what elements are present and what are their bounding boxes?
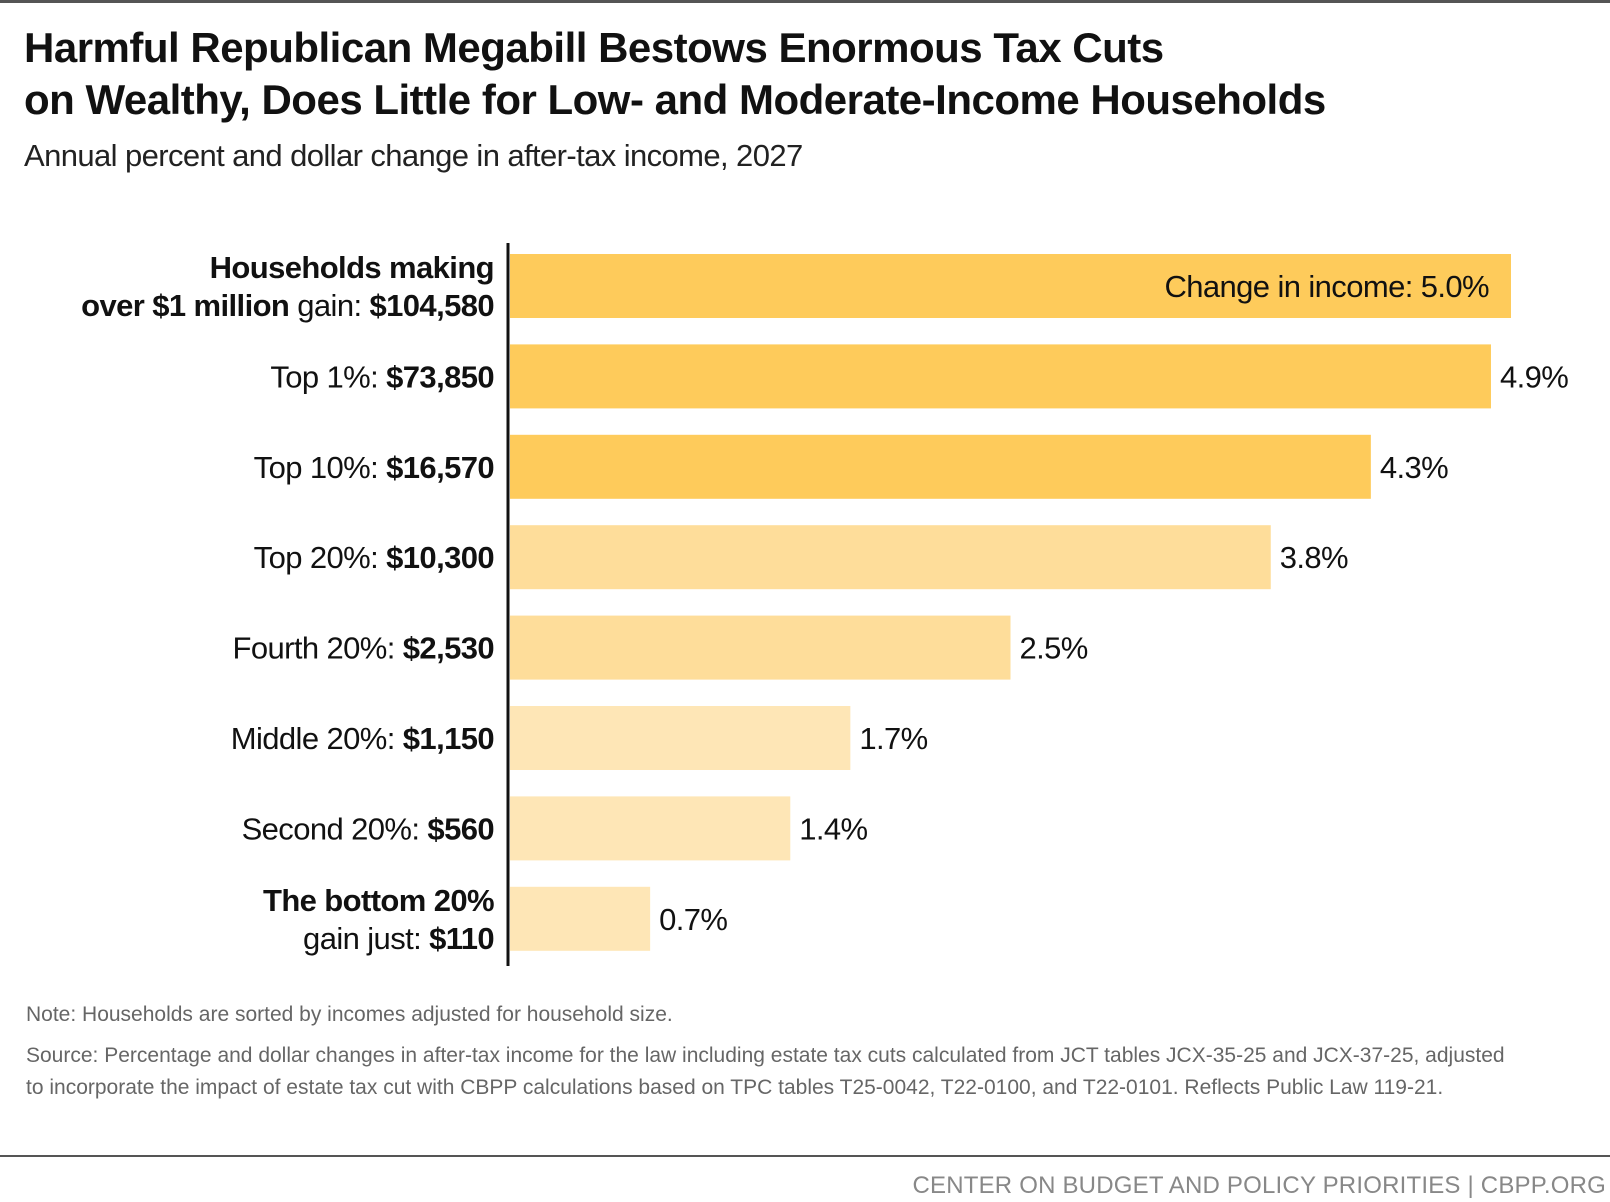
category-label-5: Middle 20%: $1,150 [231, 721, 494, 756]
label-text: Middle 20%: [231, 721, 403, 756]
category-label-3: Top 20%: $10,300 [254, 540, 494, 575]
label-emphasis: over $1 million [81, 288, 289, 323]
value-label-5: 1.7% [859, 721, 927, 756]
bar-3 [510, 525, 1271, 590]
value-label-6: 1.4% [799, 811, 867, 846]
bar-2 [510, 434, 1371, 499]
bar-0 [510, 254, 1511, 318]
category-label-0-line-1: over $1 million gain: $104,580 [81, 288, 494, 323]
label-emphasis: Households making [210, 250, 494, 285]
label-text: Second 20%: [242, 811, 428, 846]
label-text: Top 20%: [254, 540, 386, 575]
label-text: Top 10%: [254, 450, 386, 485]
label-emphasis: $110 [429, 921, 494, 956]
bar-7 [510, 886, 651, 951]
value-labels-group: Change in income: 5.0% 4.9% 4.3% 3.8% 2.5% 1.… [659, 269, 1569, 937]
chart-subtitle: Annual percent and dollar change in afte… [24, 138, 803, 173]
category-label-2: Top 10%: $16,570 [254, 450, 494, 485]
category-label-4: Fourth 20%: $2,530 [233, 631, 495, 666]
chart-title-line-2: on Wealthy, Does Little for Low- and Mod… [24, 76, 1326, 123]
value-label-4: 2.5% [1020, 631, 1088, 666]
value-label-0: Change in income: 5.0% [1164, 269, 1489, 304]
value-label-1: 4.9% [1500, 359, 1568, 394]
bar-4 [510, 615, 1011, 680]
label-text: gain just: [303, 921, 429, 956]
label-emphasis: $16,570 [386, 450, 494, 485]
top-rule [0, 0, 1610, 3]
bar-chart: Households making over $1 million gain: … [81, 243, 1569, 966]
category-label-6: Second 20%: $560 [242, 811, 494, 846]
chart-title-line-1: Harmful Republican Megabill Bestows Enor… [24, 24, 1164, 71]
chart-source: Source: Percentage and dollar changes in… [26, 1044, 1505, 1099]
label-emphasis: $560 [427, 811, 494, 846]
category-label-1: Top 1%: $73,850 [270, 359, 494, 394]
label-text: Top 1%: [270, 359, 386, 394]
bottom-rule [0, 1155, 1610, 1157]
value-label-7: 0.7% [659, 902, 727, 937]
chart-note: Note: Households are sorted by incomes a… [26, 1003, 673, 1026]
label-text: Fourth 20%: [233, 631, 403, 666]
bar-6 [510, 796, 791, 861]
value-label-3: 3.8% [1280, 540, 1348, 575]
label-emphasis: $10,300 [386, 540, 494, 575]
label-emphasis: $2,530 [403, 631, 494, 666]
category-labels-group: Households making over $1 million gain: … [81, 250, 494, 956]
label-emphasis: $73,850 [386, 359, 494, 394]
category-label-7-line-1: gain just: $110 [303, 921, 494, 956]
label-emphasis: $1,150 [403, 721, 494, 756]
bar-5 [510, 706, 851, 770]
bar-1 [510, 344, 1491, 409]
category-label-0-line-0: Households making [210, 250, 494, 285]
category-label-7-line-0: The bottom 20% [263, 883, 494, 918]
label-text: gain: [289, 288, 369, 323]
label-emphasis: The bottom 20% [263, 883, 494, 918]
label-emphasis: $104,580 [370, 288, 495, 323]
value-label-2: 4.3% [1380, 450, 1448, 485]
footer-credit: CENTER ON BUDGET AND POLICY PRIORITIES |… [912, 1172, 1606, 1199]
chart-title: Harmful Republican Megabill Bestows Enor… [24, 22, 1326, 126]
bars-group [510, 254, 1511, 951]
